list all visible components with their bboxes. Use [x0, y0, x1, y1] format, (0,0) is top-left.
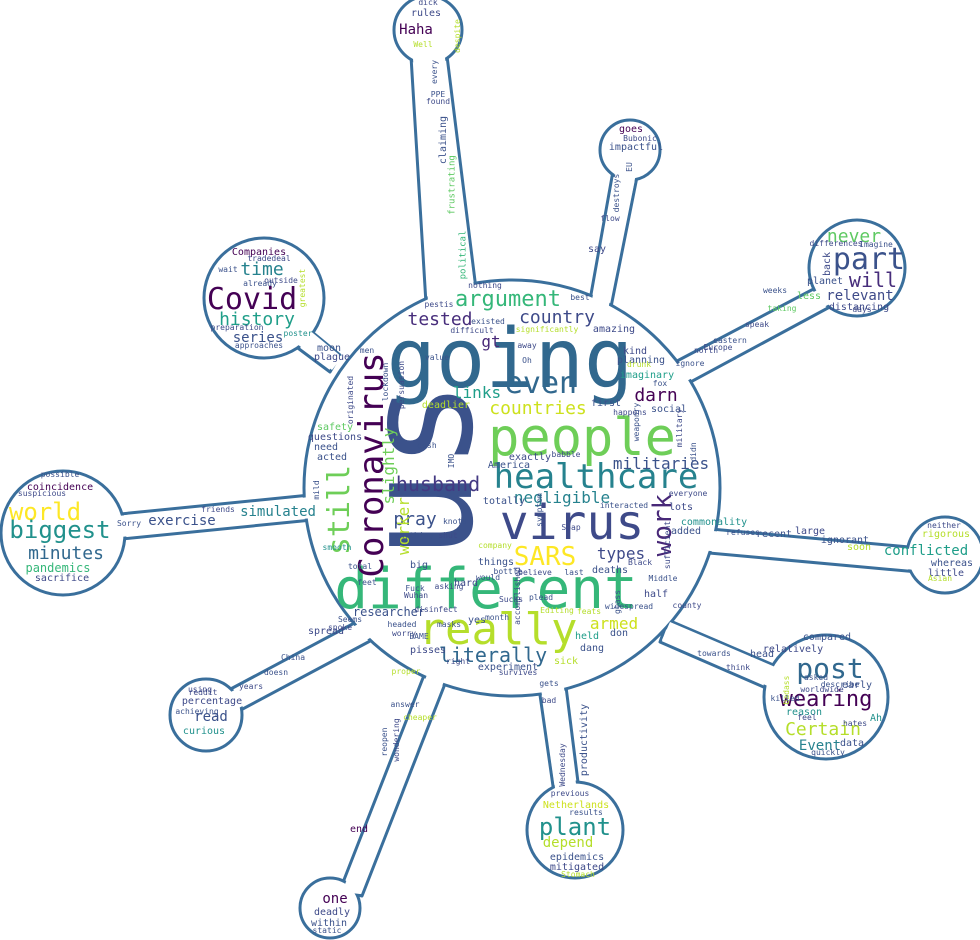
word-cloud-canvas: us going different people virus really healthc… [0, 0, 980, 940]
virus-shape-outline [0, 0, 980, 940]
